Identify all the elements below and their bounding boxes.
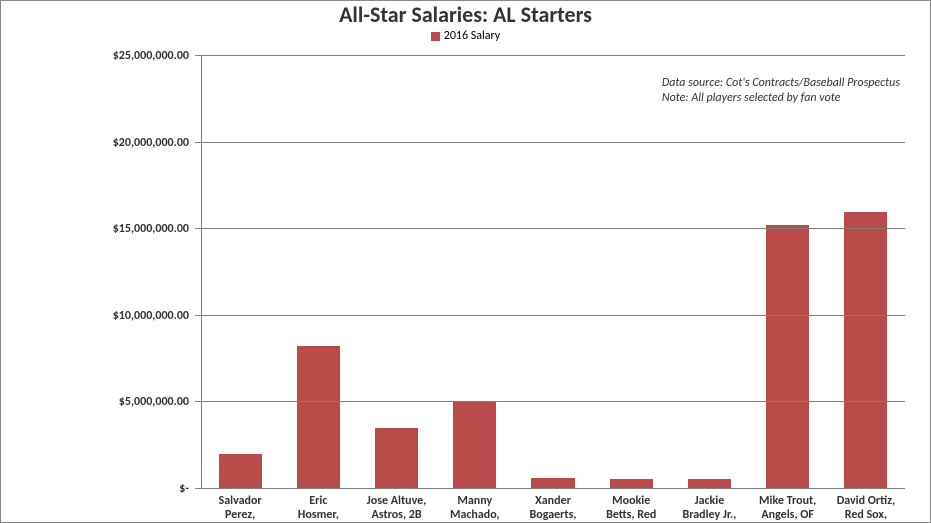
x-axis-label: Jose Altuve, Astros, 2B — [357, 489, 435, 523]
gridline — [201, 401, 905, 402]
chart-frame: All-Star Salaries: AL Starters 2016 Sala… — [0, 0, 931, 523]
y-axis-label: $- — [179, 482, 201, 496]
y-axis-label: $10,000,000.00 — [113, 309, 201, 323]
x-axis-label: David Ortiz, Red Sox, — [827, 489, 905, 523]
chart-title: All-Star Salaries: AL Starters — [1, 1, 930, 28]
gridline — [201, 228, 905, 229]
y-axis-label: $5,000,000.00 — [119, 395, 201, 409]
gridline — [201, 142, 905, 143]
legend-swatch — [431, 32, 440, 41]
bar — [219, 454, 262, 489]
x-axis-label: Manny Machado, — [436, 489, 514, 523]
bar — [844, 212, 887, 489]
bars-container — [201, 56, 905, 489]
y-axis-label: $15,000,000.00 — [113, 222, 201, 236]
x-axis-label: Salvador Perez, — [201, 489, 279, 523]
plot-area: $-$5,000,000.00$10,000,000.00$15,000,000… — [201, 56, 905, 489]
bar — [375, 428, 418, 489]
gridline — [201, 55, 905, 56]
y-axis-label: $25,000,000.00 — [113, 49, 201, 63]
x-axis-label: Jackie Bradley Jr., — [670, 489, 748, 523]
legend-label: 2016 Salary — [444, 29, 500, 43]
bar — [453, 402, 496, 489]
x-axis-label: Mike Trout, Angels, OF — [749, 489, 827, 523]
x-axis-label: Eric Hosmer, — [279, 489, 357, 523]
bar — [766, 225, 809, 489]
gridline — [201, 315, 905, 316]
y-axis-label: $20,000,000.00 — [113, 136, 201, 150]
bar — [297, 346, 340, 489]
x-axis-label: Xander Bogaerts, — [514, 489, 592, 523]
legend: 2016 Salary — [1, 29, 930, 43]
x-axis-label: Mookie Betts, Red — [592, 489, 670, 523]
